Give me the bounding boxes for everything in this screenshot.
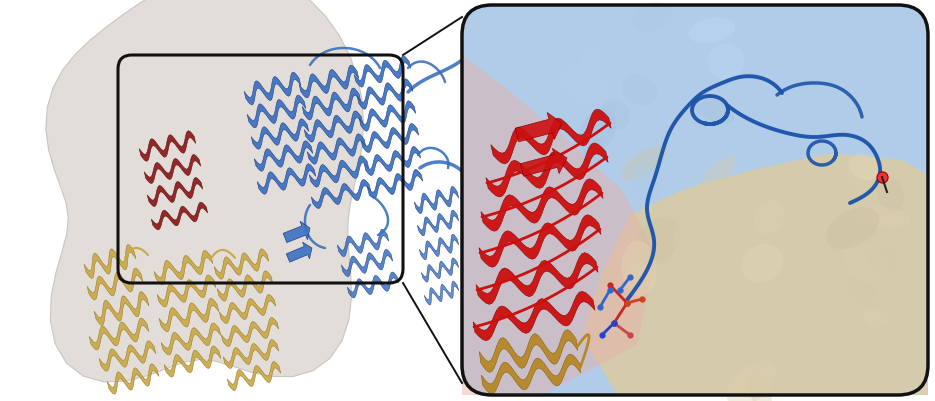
- Polygon shape: [165, 346, 221, 377]
- Polygon shape: [520, 148, 567, 176]
- Polygon shape: [424, 281, 459, 305]
- Polygon shape: [476, 253, 598, 304]
- Ellipse shape: [621, 146, 667, 181]
- Polygon shape: [157, 275, 216, 307]
- Ellipse shape: [600, 99, 630, 130]
- Ellipse shape: [581, 47, 602, 77]
- Polygon shape: [365, 146, 421, 176]
- Ellipse shape: [754, 200, 785, 235]
- Polygon shape: [220, 294, 276, 324]
- Polygon shape: [244, 72, 301, 105]
- Polygon shape: [422, 258, 459, 282]
- Polygon shape: [227, 361, 280, 391]
- Polygon shape: [582, 153, 928, 395]
- Polygon shape: [354, 56, 410, 87]
- Ellipse shape: [635, 216, 681, 267]
- Polygon shape: [417, 210, 459, 236]
- Polygon shape: [311, 179, 370, 209]
- Ellipse shape: [578, 109, 616, 154]
- Ellipse shape: [708, 43, 744, 80]
- Ellipse shape: [869, 245, 896, 272]
- Polygon shape: [151, 202, 208, 230]
- Ellipse shape: [688, 17, 735, 44]
- Polygon shape: [480, 330, 578, 373]
- Ellipse shape: [859, 207, 911, 228]
- Polygon shape: [254, 141, 312, 171]
- Polygon shape: [99, 341, 156, 371]
- Polygon shape: [486, 143, 608, 197]
- Polygon shape: [515, 112, 562, 142]
- Ellipse shape: [843, 239, 888, 283]
- Polygon shape: [304, 111, 363, 142]
- Polygon shape: [154, 250, 213, 285]
- Ellipse shape: [640, 29, 693, 57]
- Ellipse shape: [627, 249, 658, 284]
- Polygon shape: [46, 0, 364, 382]
- Ellipse shape: [673, 206, 712, 256]
- Polygon shape: [414, 186, 459, 214]
- Polygon shape: [159, 298, 219, 332]
- Polygon shape: [359, 101, 416, 131]
- Polygon shape: [217, 271, 273, 301]
- Ellipse shape: [583, 139, 604, 173]
- Polygon shape: [257, 164, 316, 194]
- Polygon shape: [357, 79, 412, 109]
- Ellipse shape: [741, 244, 784, 283]
- Ellipse shape: [848, 158, 885, 195]
- Polygon shape: [223, 340, 279, 369]
- Ellipse shape: [661, 323, 688, 350]
- Polygon shape: [341, 249, 393, 277]
- Polygon shape: [479, 215, 601, 267]
- Polygon shape: [308, 134, 366, 164]
- Polygon shape: [252, 119, 309, 149]
- Ellipse shape: [633, 3, 672, 32]
- Polygon shape: [299, 65, 359, 98]
- Polygon shape: [87, 268, 143, 300]
- Polygon shape: [361, 124, 419, 152]
- Polygon shape: [94, 292, 149, 326]
- Ellipse shape: [847, 271, 875, 303]
- Polygon shape: [491, 109, 611, 164]
- Ellipse shape: [629, 164, 663, 200]
- Ellipse shape: [726, 360, 776, 401]
- Polygon shape: [222, 318, 279, 346]
- Polygon shape: [214, 249, 268, 279]
- Ellipse shape: [748, 375, 772, 401]
- Polygon shape: [144, 154, 201, 184]
- Polygon shape: [84, 245, 136, 279]
- Polygon shape: [481, 179, 603, 231]
- Ellipse shape: [826, 207, 880, 249]
- Polygon shape: [473, 291, 595, 341]
- Polygon shape: [89, 318, 149, 350]
- Polygon shape: [161, 323, 221, 355]
- Ellipse shape: [692, 97, 735, 124]
- Polygon shape: [247, 95, 306, 128]
- Ellipse shape: [876, 176, 904, 212]
- Polygon shape: [139, 131, 195, 161]
- Ellipse shape: [863, 308, 889, 328]
- Polygon shape: [482, 354, 581, 394]
- Ellipse shape: [694, 155, 736, 201]
- Ellipse shape: [623, 75, 657, 105]
- Polygon shape: [309, 156, 368, 187]
- Polygon shape: [348, 272, 398, 298]
- Polygon shape: [338, 229, 389, 257]
- Polygon shape: [283, 221, 310, 243]
- Polygon shape: [302, 88, 361, 120]
- Polygon shape: [367, 170, 423, 198]
- Ellipse shape: [622, 240, 656, 296]
- Polygon shape: [419, 234, 459, 260]
- Polygon shape: [148, 178, 203, 207]
- Polygon shape: [462, 55, 657, 395]
- Polygon shape: [108, 364, 159, 394]
- FancyBboxPatch shape: [462, 5, 928, 395]
- Polygon shape: [286, 242, 312, 262]
- Ellipse shape: [561, 66, 610, 104]
- Ellipse shape: [848, 154, 882, 180]
